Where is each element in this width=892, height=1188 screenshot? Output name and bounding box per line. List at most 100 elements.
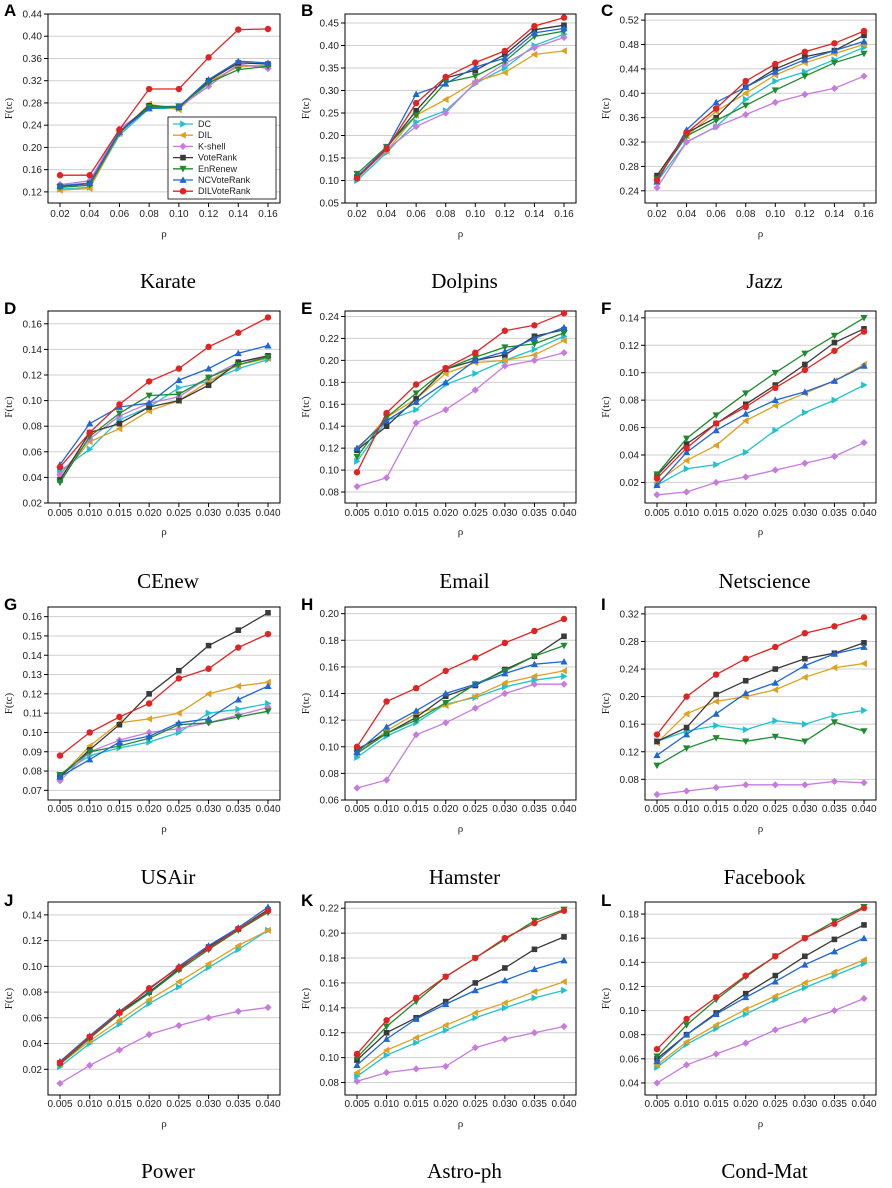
y-tick-label: 0.16 <box>23 319 43 330</box>
x-tick-label: 0.035 <box>226 1099 251 1110</box>
data-point <box>682 456 690 465</box>
data-point <box>771 781 779 789</box>
data-point <box>145 700 153 707</box>
data-point <box>682 435 691 443</box>
series-dc <box>57 699 272 779</box>
data-point <box>501 356 508 364</box>
x-tick-label: 0.08 <box>736 209 756 220</box>
data-point <box>501 64 509 72</box>
x-tick-label: 0.020 <box>733 508 758 519</box>
data-point <box>412 419 420 427</box>
series-dilvoterank <box>653 904 868 1053</box>
data-point <box>831 40 838 47</box>
series-line <box>356 910 565 1055</box>
y-tick-label: 0.18 <box>620 910 640 921</box>
legend-marker <box>180 154 186 161</box>
data-point <box>442 95 449 104</box>
data-point <box>861 922 867 928</box>
data-point <box>472 1014 479 1022</box>
y-tick-label: 0.16 <box>23 612 43 623</box>
y-tick-label: 0.20 <box>320 929 340 940</box>
data-point <box>561 672 568 680</box>
series-line <box>59 710 269 776</box>
data-point <box>560 615 568 623</box>
series-ncvoterank <box>353 956 568 1068</box>
data-point <box>801 961 809 968</box>
y-tick-label: 0.08 <box>320 769 340 780</box>
x-tick-label: 0.005 <box>47 804 72 815</box>
chart-panel-K: 0.08 0.10 0.12 0.14 0.16 0.18 0.20 0.22 0.005 0.0… <box>300 891 577 1183</box>
data-point <box>471 63 479 70</box>
data-point <box>56 752 64 759</box>
data-point <box>712 710 720 717</box>
series-dilvoterank <box>56 314 272 471</box>
network-name: Hamster <box>429 865 500 889</box>
data-point <box>502 51 508 58</box>
x-tick-label: 0.12 <box>199 209 219 220</box>
data-point <box>682 787 691 795</box>
series-line <box>356 340 565 451</box>
data-point <box>530 653 539 660</box>
data-point <box>712 426 720 434</box>
series-ncvoterank <box>56 57 272 189</box>
y-tick-label: 0.04 <box>23 473 43 484</box>
data-point <box>501 47 509 55</box>
y-axis-label: F(tc) <box>3 396 15 418</box>
data-point <box>772 972 779 979</box>
series-line <box>656 43 865 176</box>
chart-panel-J: 0.02 0.04 0.06 0.08 0.10 0.12 0.14 0.005 0.010 0.… <box>3 891 281 1183</box>
x-tick-label: 0.025 <box>763 508 788 519</box>
data-point <box>145 392 153 400</box>
y-tick-label: 0.24 <box>23 121 43 132</box>
data-point <box>116 401 123 408</box>
x-tick-label: 0.030 <box>492 1099 517 1110</box>
data-point <box>830 777 839 785</box>
x-tick-label: 0.035 <box>522 804 547 815</box>
x-tick-label: 0.040 <box>551 804 576 815</box>
data-point <box>442 80 450 87</box>
series-line <box>656 442 865 496</box>
data-point <box>205 642 212 649</box>
data-point <box>530 660 539 668</box>
x-tick-label: 0.08 <box>436 209 456 220</box>
series-line <box>59 612 269 778</box>
data-point <box>382 776 391 784</box>
y-tick-label: 0.28 <box>620 637 640 648</box>
y-tick-label: 0.16 <box>23 165 43 176</box>
data-point <box>205 343 212 351</box>
y-tick-label: 0.05 <box>320 199 340 210</box>
y-tick-label: 0.04 <box>23 1039 43 1050</box>
data-point <box>531 22 538 30</box>
data-point <box>560 956 568 964</box>
data-point <box>442 699 450 707</box>
data-point <box>234 942 242 950</box>
data-point <box>530 44 539 52</box>
data-point <box>561 633 567 640</box>
y-tick-label: 0.22 <box>320 334 340 345</box>
data-point <box>86 420 94 427</box>
y-tick-label: 0.12 <box>320 1028 340 1039</box>
data-point <box>830 968 838 976</box>
y-tick-label: 0.12 <box>320 716 340 727</box>
y-tick-label: 0.14 <box>320 1003 340 1014</box>
data-point <box>264 926 271 934</box>
series-dilvoterank <box>353 309 568 476</box>
data-point <box>683 444 690 452</box>
y-tick-label: 0.28 <box>23 98 43 109</box>
data-point <box>531 919 538 927</box>
chart-panel-B: 0.05 0.10 0.15 0.20 0.25 0.30 0.35 0.40 0.45 0.02… <box>300 1 577 293</box>
series-line <box>356 332 565 458</box>
data-point <box>742 417 749 425</box>
data-point <box>205 964 213 972</box>
data-point <box>382 1035 391 1042</box>
data-point <box>860 37 868 45</box>
x-tick-label: 0.06 <box>406 209 426 220</box>
network-name: CEnew <box>137 569 200 593</box>
data-point <box>145 85 153 93</box>
data-point <box>442 364 449 372</box>
data-point <box>354 1072 361 1080</box>
data-point <box>830 664 838 672</box>
y-tick-label: 0.04 <box>620 1078 640 1089</box>
data-point <box>264 1003 272 1012</box>
x-axis-label: ρ <box>458 1118 464 1130</box>
